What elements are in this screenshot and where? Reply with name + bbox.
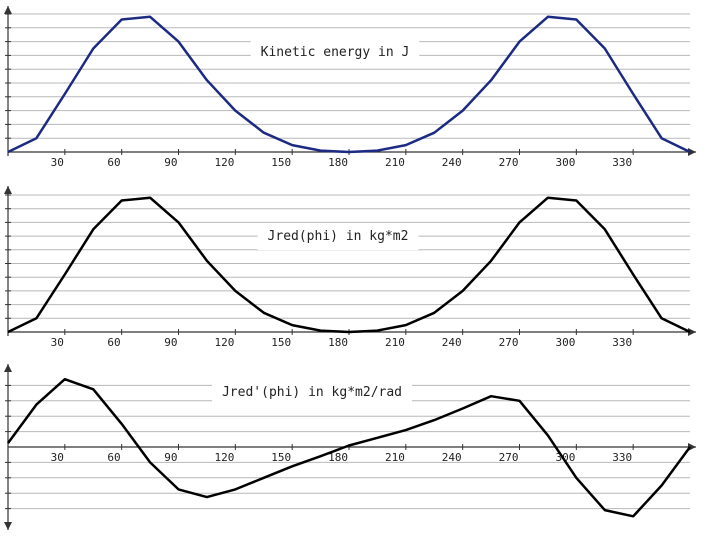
title-box [211, 379, 413, 406]
x-tick-label: 210 [385, 451, 405, 464]
axis-arrow [4, 364, 12, 372]
x-tick-label: 60 [107, 336, 120, 349]
x-tick-label: 330 [612, 451, 632, 464]
x-tick-label: 60 [107, 156, 120, 169]
x-tick-label: 240 [442, 451, 462, 464]
chart-title: Jred'(phi) in kg*m2/rad [222, 385, 402, 400]
x-tick-label: 180 [328, 156, 348, 169]
x-tick-label: 240 [442, 156, 462, 169]
x-tick-label: 300 [555, 336, 575, 349]
x-tick-label: 330 [612, 336, 632, 349]
chart-title: Kinetic energy in J [261, 45, 410, 60]
x-tick-label: 150 [271, 336, 291, 349]
x-tick-label: 60 [107, 451, 120, 464]
x-tick-label: 180 [328, 451, 348, 464]
title-box [257, 223, 419, 250]
x-tick-label: 30 [51, 156, 64, 169]
x-tick-label: 300 [555, 156, 575, 169]
curve [6, 377, 692, 518]
x-tick-label: 150 [271, 156, 291, 169]
x-tick-label: 210 [385, 156, 405, 169]
axis-arrow [4, 522, 12, 530]
title-box [250, 39, 420, 66]
x-tick-label: 330 [612, 156, 632, 169]
axis-arrow [4, 186, 12, 194]
x-tick-label: 240 [442, 336, 462, 349]
x-tick-label: 120 [214, 451, 234, 464]
curve [7, 15, 691, 154]
x-tick-label: 150 [271, 451, 291, 464]
axis-arrow [688, 328, 696, 336]
axis-arrow [688, 148, 696, 156]
axis-arrow [4, 6, 12, 14]
x-tick-label: 30 [51, 336, 64, 349]
x-tick-label: 90 [164, 156, 177, 169]
x-tick-label: 90 [164, 451, 177, 464]
x-tick-label: 90 [164, 336, 177, 349]
x-tick-label: 30 [51, 451, 64, 464]
x-tick-label: 120 [214, 156, 234, 169]
x-tick-label: 210 [385, 336, 405, 349]
x-tick-label: 270 [499, 451, 519, 464]
x-tick-label: 270 [499, 336, 519, 349]
x-tick-label: 270 [499, 156, 519, 169]
x-tick-label: 120 [214, 336, 234, 349]
x-tick-label: 180 [328, 336, 348, 349]
curve [7, 196, 691, 334]
chart-title: Jred(phi) in kg*m2 [268, 229, 409, 244]
